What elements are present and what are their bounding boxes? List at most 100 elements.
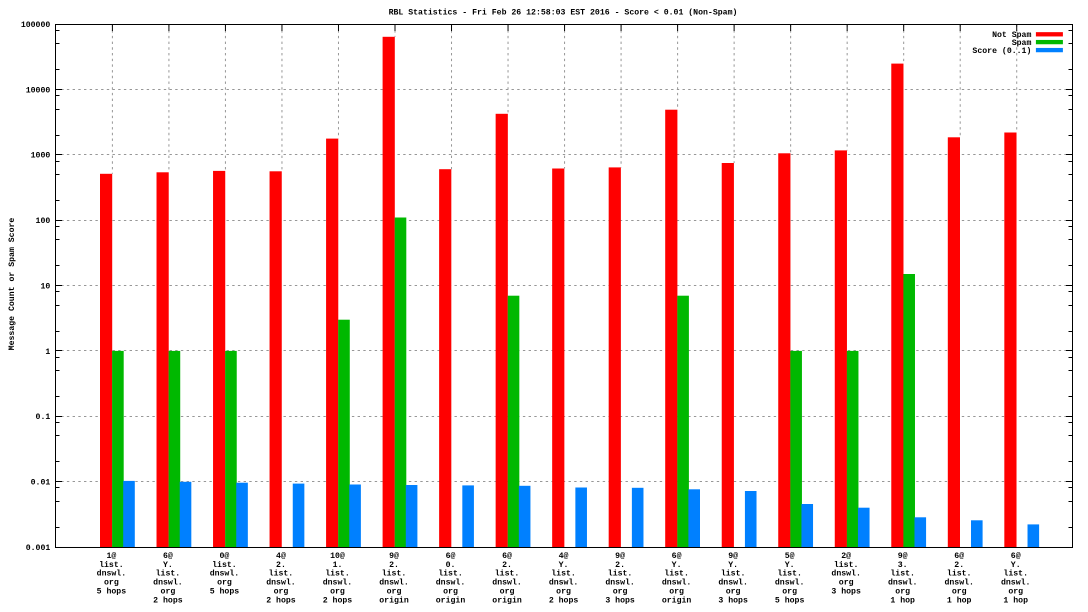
svg-text:org: org [726,588,741,597]
svg-text:1 hop: 1 hop [947,596,972,606]
svg-text:Not Spam: Not Spam [992,31,1031,40]
svg-text:dnswl.: dnswl. [775,578,804,588]
svg-text:1 hop: 1 hop [890,596,915,606]
svg-text:Y.: Y. [728,561,738,570]
svg-text:0.1: 0.1 [36,413,51,422]
svg-text:dnswl.: dnswl. [662,578,691,588]
svg-text:9@: 9@ [898,551,908,561]
svg-text:dnswl.: dnswl. [831,569,860,579]
svg-text:list.: list. [495,569,520,579]
svg-text:10@: 10@ [330,551,345,561]
svg-text:org: org [952,588,967,597]
svg-text:3.: 3. [898,561,908,570]
svg-text:9@: 9@ [389,551,399,561]
svg-text:dnswl.: dnswl. [944,578,973,588]
svg-text:Y.: Y. [1011,561,1021,570]
svg-text:dnswl.: dnswl. [266,578,295,588]
svg-text:org: org [500,588,515,597]
svg-text:Score (0..1): Score (0..1) [972,46,1031,56]
svg-text:dnswl.: dnswl. [605,578,634,588]
svg-text:dnswl.: dnswl. [549,578,578,588]
svg-text:dnswl.: dnswl. [1001,578,1030,588]
svg-text:list.: list. [664,569,689,579]
svg-text:3 hops: 3 hops [831,587,861,597]
svg-text:list.: list. [382,569,407,579]
svg-text:list.: list. [834,560,859,570]
svg-text:6@: 6@ [1011,551,1021,561]
svg-text:5 hops: 5 hops [97,587,127,597]
svg-text:org: org [217,579,232,588]
svg-text:100: 100 [36,217,51,226]
svg-text:dnswl.: dnswl. [718,578,747,588]
svg-text:list.: list. [212,560,237,570]
svg-text:list.: list. [99,560,124,570]
svg-text:2.: 2. [954,561,964,570]
svg-text:Message Count or Spam Score: Message Count or Spam Score [8,218,17,351]
svg-text:list.: list. [721,569,746,579]
svg-text:org: org [104,579,119,588]
svg-text:org: org [895,588,910,597]
svg-text:1: 1 [45,348,50,357]
svg-text:org: org [1008,588,1023,597]
svg-text:origin: origin [379,596,409,606]
svg-text:3 hops: 3 hops [605,596,635,606]
svg-text:dnswl.: dnswl. [888,578,917,588]
svg-text:list.: list. [777,569,802,579]
svg-text:Y.: Y. [559,561,569,570]
svg-text:6@: 6@ [502,551,512,561]
svg-text:list.: list. [325,569,350,579]
svg-text:dnswl.: dnswl. [97,569,126,579]
svg-text:dnswl.: dnswl. [379,578,408,588]
svg-text:Y.: Y. [672,561,682,570]
svg-text:org: org [387,588,402,597]
svg-text:list.: list. [947,569,972,579]
svg-text:1@: 1@ [106,551,116,561]
svg-text:list.: list. [551,569,576,579]
svg-text:org: org [782,588,797,597]
svg-text:0.: 0. [446,561,456,570]
svg-text:org: org [669,588,684,597]
svg-text:2 hops: 2 hops [153,596,183,606]
svg-text:list.: list. [269,569,294,579]
svg-text:org: org [274,588,289,597]
svg-text:6@: 6@ [954,551,964,561]
svg-text:2 hops: 2 hops [323,596,353,606]
svg-text:RBL Statistics - Fri Feb 26 12: RBL Statistics - Fri Feb 26 12:58:03 EST… [389,8,738,18]
svg-text:2.: 2. [615,561,625,570]
svg-text:dnswl.: dnswl. [210,569,239,579]
svg-text:list.: list. [438,569,463,579]
svg-text:origin: origin [492,596,522,606]
svg-text:org: org [613,588,628,597]
svg-text:origin: origin [662,596,692,606]
svg-text:dnswl.: dnswl. [153,578,182,588]
svg-text:0@: 0@ [220,551,230,561]
svg-text:1.: 1. [333,561,343,570]
svg-text:org: org [161,588,176,597]
svg-text:2 hops: 2 hops [549,596,579,606]
svg-text:1000: 1000 [31,152,51,161]
svg-text:Spam: Spam [1012,39,1032,48]
svg-text:100000: 100000 [21,21,51,30]
svg-text:9@: 9@ [728,551,738,561]
svg-text:5@: 5@ [785,551,795,561]
svg-text:org: org [839,579,854,588]
svg-text:6@: 6@ [163,551,173,561]
svg-text:Y.: Y. [163,561,173,570]
svg-text:list.: list. [890,569,915,579]
svg-text:origin: origin [436,596,466,606]
svg-text:2.: 2. [502,561,512,570]
svg-text:9@: 9@ [615,551,625,561]
svg-text:Y.: Y. [785,561,795,570]
svg-text:3 hops: 3 hops [718,596,748,606]
svg-text:10: 10 [40,282,50,291]
svg-text:2.: 2. [276,561,286,570]
svg-text:list.: list. [1003,569,1028,579]
svg-text:org: org [556,588,571,597]
svg-text:1 hop: 1 hop [1003,596,1028,606]
svg-text:2@: 2@ [841,551,851,561]
svg-text:2 hops: 2 hops [266,596,296,606]
svg-text:5 hops: 5 hops [775,596,805,606]
svg-text:5 hops: 5 hops [210,587,240,597]
svg-text:list.: list. [156,569,181,579]
svg-text:4@: 4@ [276,551,286,561]
